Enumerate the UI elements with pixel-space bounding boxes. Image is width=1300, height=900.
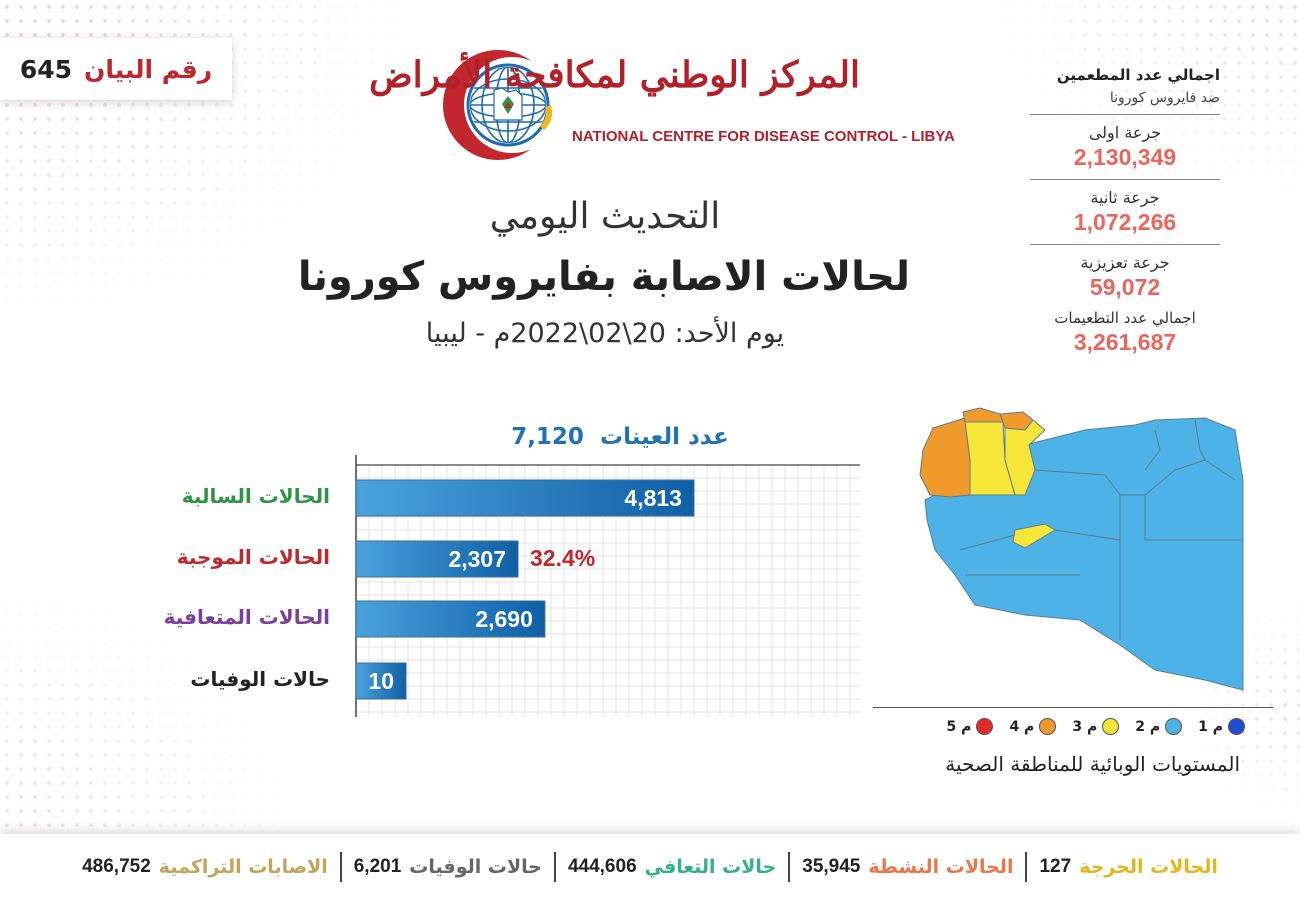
samples-label: عدد العينات: [599, 424, 729, 450]
vaccination-total-value: 3,261,687: [1073, 329, 1177, 355]
footer-stat-value: 6,201: [353, 856, 402, 877]
legend-color-dot: [1039, 718, 1057, 735]
cases-bar-chart: 4,813 2,307 2,690 10: [355, 455, 860, 717]
legend-label: م 4: [1009, 718, 1035, 735]
map-region: [1012, 523, 1056, 549]
background-dots-top-right: [980, 0, 1300, 200]
legend-item: م 3: [1072, 718, 1120, 735]
chart-title: عدد العينات 7,120: [470, 424, 770, 450]
legend-label: م 5: [946, 718, 972, 735]
vaccination-title: اجمالي عدد المطعمين: [1056, 66, 1220, 84]
footer-stat: حالات الوفيات 6,201: [342, 856, 554, 878]
logo-arabic-name: المركز الوطني لمكافحة الأمراض: [369, 54, 860, 96]
legend-title: المستويات الوبائية للمناطقة الصحية: [945, 752, 1240, 776]
legend-item: م 4: [1009, 718, 1057, 735]
footer-stat: الاصابات التراكمية 486,752: [70, 856, 340, 878]
libya-map: [919, 407, 1244, 691]
statement-label: رقم البيان: [84, 54, 213, 84]
positive-rate-label: 32.4%: [530, 545, 596, 571]
map-region: [919, 417, 971, 498]
category-label: الحالات السالبة: [181, 484, 330, 508]
category-label: حالات الوفيات: [190, 667, 330, 691]
dose-value: 2,130,349: [1073, 144, 1177, 170]
footer-stat: الحالات النشطة 35,945: [790, 856, 1025, 878]
ncdc-logo: المركز الوطني لمكافحة الأمراض NATIONAL C…: [369, 48, 955, 163]
legend-item: م 2: [1135, 718, 1183, 735]
vaccination-total: 3,261,687: [1030, 329, 1220, 356]
footer-stat-value: 444,606: [567, 856, 637, 877]
bar: [355, 540, 519, 578]
cumulative-stats-bar: الحالات الحرجة 127 الحالات النشطة 35,945 حال…: [0, 834, 1300, 900]
vaccination-subtitle: ضد فايروس كورونا: [1109, 90, 1220, 106]
vaccination-panel: اجمالي عدد المطعمين ضد فايروس كورونا جرع…: [1030, 66, 1220, 356]
map-region: [962, 407, 1004, 423]
footer-separator: [553, 852, 556, 882]
dose-label: جرعة تعزيزية: [1080, 253, 1170, 272]
legend-item: م 5: [947, 718, 994, 735]
bar-value-label: 10: [368, 668, 394, 694]
vaccination-total-label: اجمالي عدد التطعيمات: [1054, 309, 1196, 327]
footer-stat-label: الاصابات التراكمية: [158, 856, 328, 878]
title-date: يوم الأحد: 20\02\2022م - ليبيا: [425, 318, 785, 349]
category-label: الحالات الموجبة: [176, 545, 330, 569]
logo-english-name: NATIONAL CENTRE FOR DISEASE CONTROL - LI…: [572, 128, 955, 145]
dose-second: جرعة ثانية 1,072,266: [1030, 179, 1220, 236]
legend-color-dot: [1228, 718, 1245, 735]
footer-stat-value: 35,945: [802, 856, 861, 877]
category-label: الحالات المتعافية: [163, 605, 330, 629]
footer-separator: [788, 852, 791, 882]
bar: [355, 600, 546, 638]
samples-value: 7,120: [511, 424, 584, 450]
footer-stat-value: 127: [1039, 856, 1072, 877]
dose-label: جرعة اولى: [1088, 123, 1162, 142]
footer-separator: [1025, 852, 1028, 882]
legend-label: م 1: [1198, 718, 1223, 735]
map-legend: م 1 م 2 م 3 م 4 م 5: [895, 718, 1245, 735]
statement-number: 645: [19, 54, 73, 84]
bar: [355, 479, 695, 517]
legend-color-dot: [1165, 718, 1183, 735]
footer-stat-label: حالات التعافي: [644, 856, 777, 878]
bar-value-label: 2,690: [475, 606, 533, 632]
background-dots-bottom-left: [0, 580, 300, 840]
legend-divider: [873, 707, 1273, 708]
dose-value: 1,072,266: [1073, 209, 1177, 235]
bar-value-label: 4,813: [624, 485, 682, 511]
legend-item: م 1: [1198, 718, 1245, 735]
bar-value-label: 2,307: [448, 546, 506, 572]
dose-first: جرعة اولى 2,130,349: [1030, 114, 1220, 171]
dose-value: 59,072: [1089, 274, 1161, 300]
crescent-globe-icon: [443, 50, 560, 160]
title-covid-cases: لحالات الاصابة بفايروس كورونا: [297, 254, 910, 300]
legend-label: م 3: [1072, 718, 1098, 735]
legend-label: م 2: [1135, 718, 1161, 735]
dose-label: جرعة ثانية: [1090, 188, 1160, 207]
footer-stat-value: 486,752: [82, 856, 151, 877]
footer-stat-label: الحالات الحرجة: [1079, 856, 1218, 878]
bar: [355, 662, 407, 700]
footer-stat: الحالات الحرجة 127: [1027, 856, 1229, 878]
legend-color-dot: [1102, 718, 1120, 735]
footer-stat-label: حالات الوفيات: [409, 856, 542, 878]
legend-color-dot: [976, 718, 994, 735]
title-daily-update: التحديث اليومي: [489, 196, 721, 237]
statement-badge: رقم البيان 645: [0, 38, 232, 100]
footer-separator: [339, 852, 342, 882]
footer-stat: حالات التعافي 444,606: [556, 856, 788, 878]
map-region: [1004, 419, 1046, 496]
dose-booster: جرعة تعزيزية 59,072: [1030, 244, 1220, 301]
footer-stat-label: الحالات النشطة: [868, 856, 1014, 878]
